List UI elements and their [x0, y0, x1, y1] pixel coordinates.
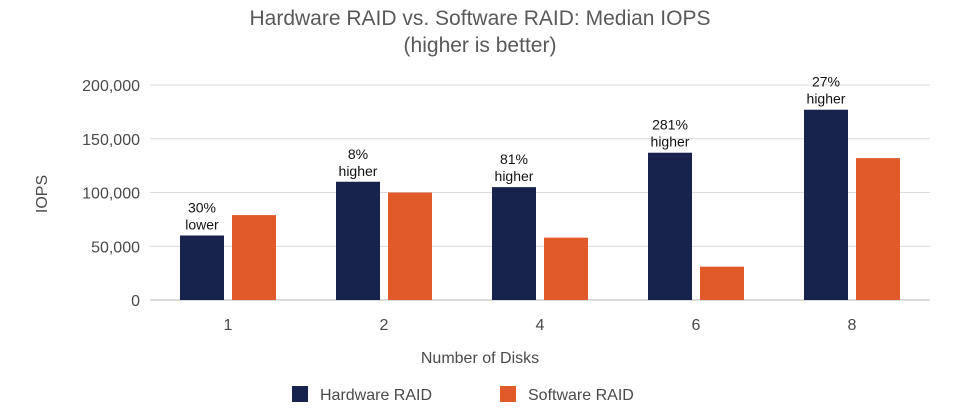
bar-hardware-raid	[648, 152, 692, 300]
bar-annotation: 81%	[500, 151, 528, 167]
bar-hardware-raid	[180, 235, 224, 300]
x-axis-title: Number of Disks	[421, 350, 539, 367]
bar-annotation: 281%	[652, 117, 688, 133]
bar-hardware-raid	[336, 181, 380, 300]
bar-software-raid	[232, 215, 276, 300]
y-tick-label: 150,000	[82, 132, 140, 149]
bar-annotation: 27%	[812, 74, 840, 90]
bar-hardware-raid	[492, 187, 536, 300]
bar-annotation: higher	[339, 163, 378, 179]
bar-software-raid	[856, 158, 900, 300]
chart-title: Hardware RAID vs. Software RAID: Median …	[250, 7, 711, 30]
x-tick-label: 8	[848, 317, 857, 334]
x-tick-label: 6	[692, 317, 701, 334]
bars	[180, 109, 900, 300]
bar-annotation: higher	[807, 91, 846, 107]
y-axis-ticks: 0 50,000 100,000 150,000 200,000	[82, 78, 140, 310]
bar-annotation: 30%	[188, 200, 216, 216]
bar-software-raid	[544, 237, 588, 300]
x-tick-label: 2	[380, 317, 389, 334]
bar-annotation: higher	[651, 134, 690, 150]
bar-hardware-raid	[804, 109, 848, 300]
y-tick-label: 200,000	[82, 78, 140, 95]
legend-swatch	[500, 386, 516, 402]
y-axis-title: IOPS	[34, 175, 51, 213]
gridlines	[150, 84, 930, 301]
bar-software-raid	[700, 266, 744, 300]
legend-label: Hardware RAID	[320, 387, 432, 404]
bar-annotation: 8%	[348, 146, 368, 162]
chart-subtitle: (higher is better)	[404, 34, 557, 57]
x-tick-label: 1	[224, 317, 233, 334]
y-tick-label: 50,000	[91, 239, 140, 256]
legend-label: Software RAID	[528, 387, 634, 404]
legend-swatch	[292, 386, 308, 402]
x-axis-ticks: 1 2 4 6 8	[224, 317, 857, 334]
legend: Hardware RAID Software RAID	[292, 386, 634, 404]
bar-annotation: higher	[495, 168, 534, 184]
x-tick-label: 4	[536, 317, 545, 334]
bar-annotation: lower	[185, 217, 219, 233]
bar-software-raid	[388, 192, 432, 300]
y-tick-label: 0	[131, 293, 140, 310]
y-tick-label: 100,000	[82, 186, 140, 203]
bar-annotations: 30%lower8%higher81%higher281%higher27%hi…	[185, 74, 846, 233]
